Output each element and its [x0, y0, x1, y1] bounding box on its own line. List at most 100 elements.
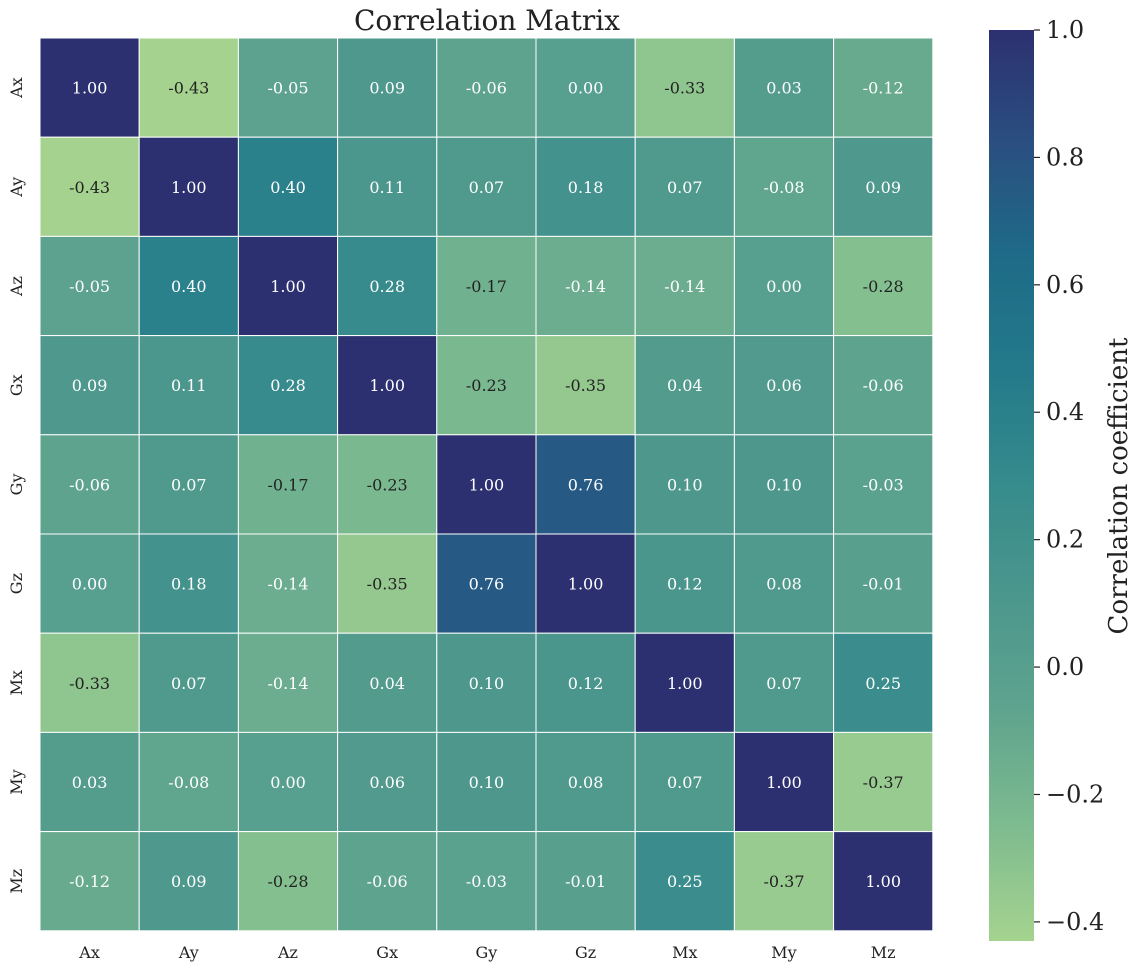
cell-value-label: 0.03	[766, 79, 802, 98]
heatmap-cell-ax-az	[237, 37, 339, 138]
cell-value-label: 1.00	[369, 376, 405, 395]
cell-value-label: -0.14	[664, 277, 705, 296]
heatmap-cell-gx-ax	[39, 335, 140, 436]
heatmap-cell-my-mx	[634, 731, 735, 833]
cell-value-label: 0.00	[766, 277, 802, 296]
cell-value-label: -0.06	[69, 475, 110, 494]
y-tick-label: My	[7, 769, 26, 794]
heatmap-cell-mz-mx	[634, 831, 735, 932]
heatmap-cell-ay-mx	[634, 136, 735, 237]
heatmap-cell-gy-gx	[337, 434, 438, 535]
colorbar-tick-label: 0.4	[1046, 398, 1084, 426]
x-tick-label: Gz	[575, 943, 596, 962]
y-tick-label: Ax	[7, 77, 26, 99]
cell-value-label: 0.07	[667, 773, 703, 792]
cell-value-label: 1.00	[865, 872, 901, 891]
cell-value-label: -0.06	[367, 872, 408, 891]
colorbar-gradient	[989, 30, 1034, 941]
heatmap-cell-gz-mz	[833, 533, 934, 634]
cell-value-label: -0.14	[267, 575, 308, 594]
heatmap-cell-gz-gy	[436, 533, 537, 634]
heatmap-cell-gy-az	[237, 434, 339, 535]
cell-value-label: 1.00	[667, 674, 703, 693]
colorbar-tick-label: 0.6	[1046, 271, 1084, 299]
cell-value-label: 0.03	[72, 773, 108, 792]
colorbar-ticks: 1.0 0.8 0.6 0.4 0.2 0.0 −0.2 −0.4	[1034, 16, 1104, 936]
cell-value-label: 0.06	[766, 376, 802, 395]
cell-value-label: 0.25	[667, 872, 703, 891]
heatmap-cell-my-gy	[436, 731, 537, 833]
cell-value-label: 0.76	[568, 475, 604, 494]
heatmap-cell-my-gx	[337, 731, 438, 833]
heatmap-cell-mz-gz	[535, 831, 636, 932]
heatmap-cell-ax-gz	[535, 37, 636, 138]
heatmap-cell-gz-ay	[138, 533, 239, 634]
heatmap-cell-az-mx	[634, 235, 735, 337]
cell-value-label: -0.17	[466, 277, 507, 296]
heatmap-cell-ay-mz	[833, 136, 934, 237]
cell-value-label: 0.28	[270, 376, 306, 395]
heatmap-cell-gx-my	[733, 335, 835, 436]
heatmap-cell-mx-ay	[138, 632, 239, 733]
heatmap-cell-my-gz	[535, 731, 636, 833]
heatmap-cell-mz-ay	[138, 831, 239, 932]
cell-value-label: -0.33	[69, 674, 110, 693]
cell-value-label: -0.14	[565, 277, 606, 296]
y-tick-label: Gx	[7, 374, 26, 396]
cell-value-label: 0.00	[72, 575, 108, 594]
cell-value-label: -0.06	[863, 376, 904, 395]
cell-value-label: -0.12	[863, 79, 904, 98]
cell-value-label: 0.10	[667, 475, 703, 494]
heatmap-cell-ay-az	[237, 136, 339, 237]
heatmap-cell-ay-my	[733, 136, 835, 237]
heatmap-cell-ax-ay	[138, 37, 239, 138]
cell-value-label: -0.06	[466, 79, 507, 98]
cell-value-label: -0.03	[466, 872, 507, 891]
heatmap-cell-gz-my	[733, 533, 835, 634]
heatmap-cell-ay-gy	[436, 136, 537, 237]
chart-title: Correlation Matrix	[354, 4, 620, 37]
heatmap-cell-ax-ax	[39, 37, 140, 138]
cell-value-label: -0.43	[69, 178, 110, 197]
x-tick-label: Mz	[871, 943, 896, 962]
y-axis-tick-labels: Ax Ay Az Gx Gy Gz Mx My Mz	[7, 77, 26, 893]
heatmap-cell-mx-az	[237, 632, 339, 733]
y-tick-label: Gy	[7, 473, 26, 495]
cell-value-label: 1.00	[568, 575, 604, 594]
cell-value-label: -0.05	[69, 277, 110, 296]
cell-value-label: -0.05	[267, 79, 308, 98]
heatmap-cell-gx-mz	[833, 335, 934, 436]
cell-value-label: 0.08	[568, 773, 604, 792]
cell-value-label: 1.00	[766, 773, 802, 792]
colorbar-label: Correlation coefficient	[1104, 337, 1134, 634]
cell-value-label: -0.01	[863, 575, 904, 594]
colorbar-tick-label: 1.0	[1046, 16, 1084, 44]
cell-value-label: 0.00	[568, 79, 604, 98]
cell-value-label: 0.06	[369, 773, 405, 792]
heatmap-cell-gy-ay	[138, 434, 239, 535]
cell-value-label: -0.33	[664, 79, 705, 98]
cell-value-label: 0.04	[369, 674, 405, 693]
x-tick-label: My	[771, 943, 796, 962]
heatmap-cell-ax-gy	[436, 37, 537, 138]
cell-value-label: -0.23	[466, 376, 507, 395]
cell-value-label: 0.76	[469, 575, 505, 594]
x-tick-label: Ax	[78, 943, 100, 962]
heatmap-cell-mx-gy	[436, 632, 537, 733]
heatmap-cell-gz-ax	[39, 533, 140, 634]
x-tick-label: Mx	[672, 943, 697, 962]
heatmap-cell-ay-gz	[535, 136, 636, 237]
heatmap-cell-gz-gz	[535, 533, 636, 634]
x-axis-tick-labels: Ax Ay Az Gx Gy Gz Mx My Mz	[78, 943, 895, 962]
colorbar-tick-label: −0.2	[1046, 780, 1104, 808]
heatmap-cell-ay-gx	[337, 136, 438, 237]
cell-value-label: -0.12	[69, 872, 110, 891]
heatmap-cell-gy-ax	[39, 434, 140, 535]
heatmap-cell-ax-my	[733, 37, 835, 138]
cell-value-label: -0.14	[267, 674, 308, 693]
heatmap-cell-az-gx	[337, 235, 438, 337]
heatmap-cell-az-az	[237, 235, 339, 337]
heatmap-cell-gx-ay	[138, 335, 239, 436]
y-tick-label: Az	[7, 276, 26, 297]
cell-value-label: 0.18	[568, 178, 604, 197]
